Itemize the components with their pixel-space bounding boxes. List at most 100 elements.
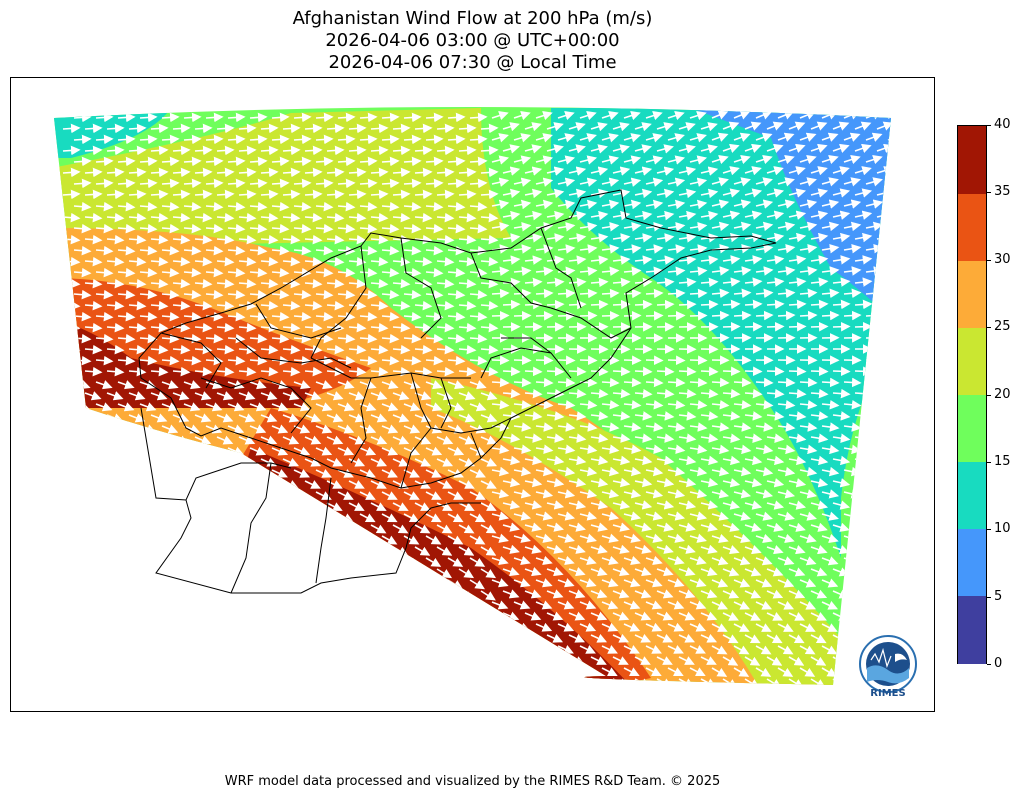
wind-arrow <box>326 391 344 401</box>
wind-arrow <box>271 402 289 412</box>
wind-arrow <box>865 399 884 410</box>
wind-arrow <box>150 612 166 623</box>
wind-arrow <box>744 143 762 153</box>
wind-arrow <box>249 289 268 300</box>
wind-arrow <box>249 311 268 322</box>
wind-arrow <box>62 546 79 556</box>
wind-arrow <box>766 299 785 310</box>
wind-arrow <box>381 178 400 189</box>
wind-arrow <box>458 634 474 646</box>
wind-arrow <box>227 355 246 366</box>
wind-arrow <box>447 156 466 167</box>
wind-arrow <box>876 255 891 265</box>
wind-arrow <box>348 123 367 134</box>
wind-arrow <box>139 623 155 635</box>
wind-arrow <box>271 178 290 189</box>
wind-arrow <box>810 255 829 265</box>
wind-arrow <box>161 245 180 256</box>
wind-arrow <box>436 167 455 178</box>
wind-arrow <box>535 377 554 388</box>
wind-arrow <box>469 623 485 635</box>
wind-arrow <box>337 311 356 322</box>
wind-arrow <box>414 634 430 646</box>
wind-arrow <box>667 199 686 210</box>
wind-arrow <box>238 145 257 156</box>
wind-arrow <box>623 199 642 210</box>
wind-arrow <box>568 388 587 399</box>
wind-arrow <box>381 667 396 679</box>
wind-arrow <box>304 234 323 245</box>
wind-arrow <box>480 145 499 156</box>
wind-arrow <box>139 156 158 167</box>
wind-arrow <box>381 557 398 567</box>
wind-arrow <box>722 388 741 399</box>
wind-arrow <box>601 310 620 321</box>
wind-arrow <box>205 134 224 145</box>
wind-arrow <box>744 255 763 265</box>
wind-arrow <box>403 645 419 657</box>
wind-arrow <box>634 122 652 132</box>
wind-arrow <box>370 189 389 200</box>
wind-arrow <box>689 222 708 232</box>
wind-arrow <box>117 156 136 167</box>
wind-arrow <box>128 656 144 668</box>
wind-arrow <box>282 590 298 601</box>
wind-arrow <box>293 623 309 635</box>
wind-arrow <box>392 212 411 223</box>
wind-arrow <box>832 277 851 287</box>
wind-arrow <box>436 234 455 245</box>
wind-arrow <box>392 612 408 623</box>
wind-arrow <box>359 557 376 567</box>
wind-arrow <box>249 468 266 478</box>
wind-arrow <box>414 344 433 355</box>
wind-arrow <box>689 266 708 277</box>
wind-arrow <box>414 656 430 668</box>
wind-arrow <box>788 366 807 377</box>
wind-arrow <box>337 134 356 145</box>
wind-arrow <box>62 167 81 178</box>
wind-arrow <box>282 634 298 646</box>
local-time: 2026-04-06 07:30 @ Local Time <box>328 52 617 73</box>
wind-arrow <box>62 435 80 445</box>
wind-arrow <box>117 134 136 145</box>
wind-arrow <box>502 166 521 176</box>
wind-arrow <box>700 122 718 132</box>
wind-arrow <box>502 277 521 288</box>
wind-arrow <box>722 166 740 176</box>
wind-arrow <box>117 446 135 456</box>
wind-arrow <box>722 366 741 377</box>
wind-arrow <box>271 491 288 500</box>
wind-arrow <box>854 522 872 532</box>
wind-arrow <box>216 656 232 668</box>
wind-arrow <box>656 233 675 243</box>
wind-arrow <box>282 189 301 200</box>
wind-arrow <box>260 391 278 401</box>
wind-arrow <box>282 546 299 556</box>
wind-arrow <box>95 645 111 657</box>
wind-arrow <box>106 502 123 511</box>
wind-arrow <box>678 122 696 132</box>
wind-arrow <box>876 612 891 621</box>
wind-arrow <box>910 514 925 518</box>
wind-arrow <box>854 121 872 131</box>
wind-arrow <box>128 366 147 377</box>
wind-arrow <box>590 166 609 176</box>
wind-arrow <box>139 289 158 300</box>
wind-arrow <box>722 321 741 332</box>
wind-arrow <box>887 425 891 429</box>
wind-arrow <box>172 656 188 668</box>
wind-arrow <box>84 212 103 223</box>
wind-arrow <box>744 210 763 220</box>
wind-arrow <box>271 333 290 344</box>
wind-arrow <box>436 256 455 267</box>
wind-arrow <box>590 678 607 685</box>
wind-arrow <box>84 234 103 245</box>
wind-arrow <box>425 333 444 344</box>
wind-arrow <box>733 154 751 165</box>
wind-arrow <box>865 623 882 632</box>
wind-arrow <box>678 233 697 243</box>
wind-arrow <box>502 210 521 221</box>
wind-arrow <box>238 612 254 623</box>
wind-arrow <box>425 267 444 278</box>
wind-arrow <box>260 634 276 646</box>
